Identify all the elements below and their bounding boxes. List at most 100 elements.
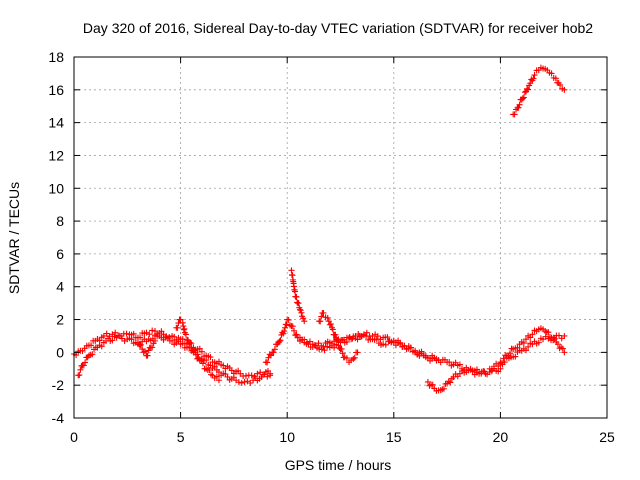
x-tick-label: 0	[70, 429, 78, 445]
data-point	[301, 318, 308, 325]
data-point	[561, 86, 568, 93]
data-point-fill	[109, 337, 116, 344]
y-tick-label: -4	[52, 410, 65, 426]
satellite-track-f	[288, 267, 308, 325]
data-point-fill	[213, 373, 220, 380]
data-point-fill	[343, 355, 350, 362]
data-point-fill	[293, 293, 300, 300]
y-tick-label: 2	[56, 312, 64, 328]
data-point-fill	[339, 350, 346, 357]
satellite-track-h	[294, 331, 440, 364]
satellite-track-d	[173, 316, 222, 384]
data-point-fill	[130, 330, 137, 337]
data-point	[529, 331, 536, 338]
data-point-fill	[515, 104, 522, 111]
data-point	[531, 72, 538, 79]
data-point-fill	[440, 385, 447, 392]
data-point-fill	[140, 349, 147, 356]
x-tick-label: 15	[386, 429, 402, 445]
data-point	[552, 75, 559, 82]
data-point-fill	[300, 315, 307, 322]
data-point-fill	[287, 322, 294, 329]
data-point	[267, 372, 274, 379]
data-point-fill	[149, 327, 156, 334]
y-tick-label: 18	[48, 49, 64, 65]
data-point-fill	[407, 344, 414, 351]
data-point-fill	[329, 326, 336, 333]
data-point-fill	[137, 334, 144, 341]
data-point-fill	[264, 359, 271, 366]
data-point-fill	[267, 352, 274, 359]
data-point-fill	[137, 342, 144, 349]
data-point	[401, 342, 408, 349]
data-point-fill	[530, 75, 537, 82]
data-point-fill	[280, 330, 287, 337]
data-point-fill	[551, 335, 558, 342]
data-point-fill	[264, 373, 271, 380]
data-point-fill	[281, 328, 288, 335]
y-axis-label: SDTVAR / TECUs	[6, 182, 22, 294]
data-point-fill	[324, 343, 331, 350]
data-point-fill	[112, 329, 119, 336]
data-point-fill	[520, 340, 527, 347]
data-point-fill	[332, 331, 339, 338]
data-point	[228, 367, 235, 374]
data-point-fill	[524, 85, 531, 92]
data-point-fill	[293, 331, 300, 338]
data-point-fill	[525, 343, 532, 350]
data-point-fill	[211, 363, 218, 370]
data-point	[522, 336, 529, 343]
data-point-fill	[88, 342, 95, 349]
data-point-fill	[137, 341, 144, 348]
data-point-fill	[82, 359, 89, 366]
y-tick-label: 10	[48, 180, 64, 196]
data-point-fill	[382, 341, 389, 348]
data-point	[177, 316, 184, 323]
data-point-fill	[271, 346, 278, 353]
data-point-fill	[77, 366, 84, 373]
data-point-fill	[354, 336, 361, 343]
y-tick-label: 8	[56, 213, 64, 229]
data-point-fill	[512, 353, 519, 360]
data-point-fill	[149, 344, 156, 351]
data-point-fill	[516, 101, 523, 108]
data-point-fill	[334, 336, 341, 343]
data-point-fill	[333, 341, 340, 348]
y-tick-label: 12	[48, 147, 64, 163]
y-tick-label: 14	[48, 115, 64, 131]
data-point-fill	[103, 330, 110, 337]
data-point-fill	[522, 347, 529, 354]
y-tick-label: 0	[56, 344, 64, 360]
data-point-fill	[89, 351, 96, 358]
data-point-fill	[149, 335, 156, 342]
data-point-fill	[116, 332, 123, 339]
data-point-fill	[525, 86, 532, 93]
data-point-fill	[187, 339, 194, 346]
satellite-track-l	[510, 64, 568, 118]
data-point-fill	[306, 338, 313, 345]
plot-frame	[73, 56, 608, 419]
data-point-fill	[291, 327, 298, 334]
data-point-fill	[506, 350, 513, 357]
data-points	[71, 64, 568, 394]
data-point-fill	[327, 321, 334, 327]
data-point-fill	[397, 339, 404, 346]
axis-ticks: 0 5 10 15 20 25 -4 -2 0 2 4 6 8 10 12 14 16 18	[48, 49, 615, 445]
data-point-fill	[301, 336, 308, 343]
data-point-fill	[247, 379, 254, 386]
data-point	[324, 314, 331, 321]
data-point	[282, 324, 289, 331]
data-point-fill	[520, 94, 527, 101]
data-point-fill	[192, 351, 199, 358]
satellite-track-k	[486, 332, 568, 373]
data-point-fill	[230, 374, 237, 381]
data-point	[215, 369, 222, 376]
y-tick-label: 6	[56, 246, 64, 262]
data-point	[554, 341, 561, 348]
data-point-fill	[351, 354, 358, 361]
data-point	[258, 373, 265, 380]
data-point-fill	[488, 366, 495, 373]
data-point-fill	[295, 300, 302, 307]
